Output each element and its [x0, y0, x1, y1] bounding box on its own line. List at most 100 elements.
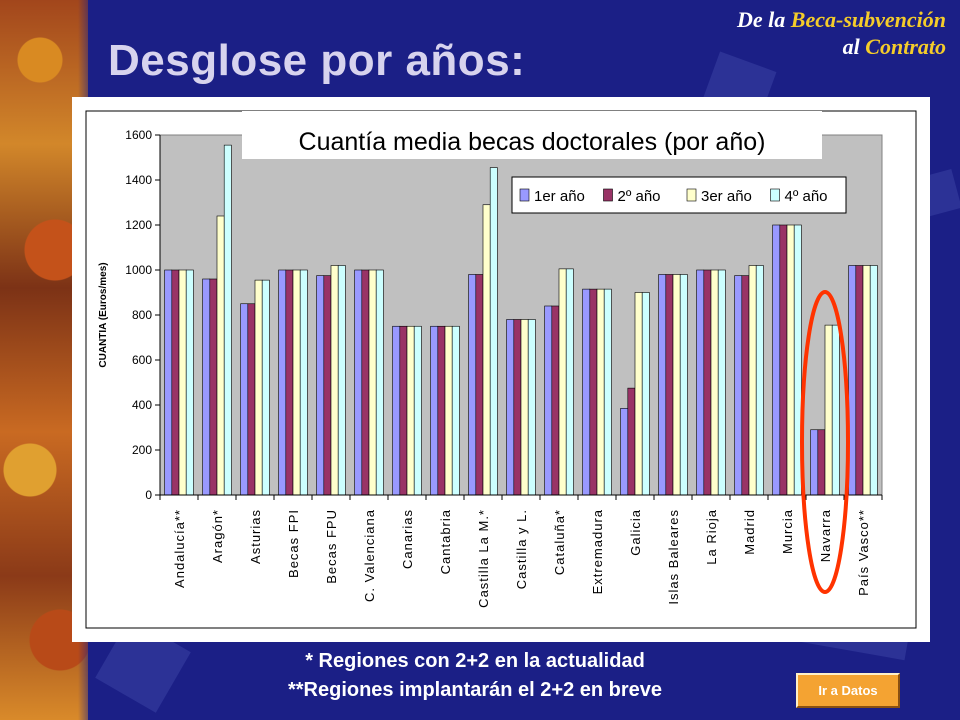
bar-3	[710, 269, 719, 496]
bar-2	[437, 325, 446, 496]
bar-3	[634, 292, 643, 496]
bar-1	[278, 269, 287, 496]
bar-2	[361, 269, 370, 496]
bar-2	[589, 288, 598, 496]
bar-1	[164, 269, 173, 496]
bar-1	[202, 278, 211, 496]
subtitle-word: Beca-subvención	[790, 7, 946, 32]
bar-4	[375, 269, 384, 496]
x-tick-label: Becas FPI	[286, 509, 301, 578]
bar-2	[171, 269, 180, 496]
bar-4	[223, 144, 232, 496]
y-tick-label: 1400	[125, 173, 152, 187]
bar-4	[717, 269, 726, 496]
bar-4	[565, 268, 574, 496]
bar-1	[430, 325, 439, 496]
bar-4	[641, 292, 650, 496]
legend-label: 3er año	[701, 188, 752, 205]
bar-3	[254, 279, 263, 496]
legend-label: 2º año	[618, 188, 661, 205]
x-tick-label: La Rioja	[704, 509, 719, 565]
bar-4	[755, 265, 764, 496]
bar-1	[620, 408, 629, 496]
bar-3	[786, 224, 795, 496]
bar-2	[551, 305, 560, 496]
bar-2	[817, 429, 826, 496]
bar-4	[603, 288, 612, 496]
legend-label: 4º año	[785, 188, 828, 205]
bar-1	[658, 274, 667, 496]
chart-title-box	[242, 111, 822, 159]
bar-4	[869, 265, 878, 496]
bar-4	[527, 319, 536, 496]
bar-4	[451, 325, 460, 496]
legend-swatch	[686, 188, 697, 202]
x-tick-label: Cataluña*	[552, 509, 567, 575]
bar-3	[444, 325, 453, 496]
bar-2	[779, 224, 788, 496]
x-tick-label: Aragón*	[210, 509, 225, 563]
presentation-subtitle: De la Beca-subvención al Contrato	[737, 6, 946, 60]
subtitle-word: la	[768, 7, 791, 32]
bar-3	[672, 274, 681, 496]
x-tick-label: País Vasco**	[856, 509, 871, 596]
x-tick-label: Extremadura	[590, 509, 605, 594]
bar-3	[330, 265, 339, 496]
highlight-ellipse	[800, 290, 850, 594]
bar-2	[323, 275, 332, 496]
bar-1	[582, 288, 591, 496]
go-to-data-button[interactable]: Ir a Datos	[796, 673, 900, 708]
bar-4	[831, 324, 840, 496]
y-tick-label: 600	[132, 353, 152, 367]
bar-2	[627, 387, 636, 496]
bar-3	[178, 269, 187, 496]
bar-1	[734, 275, 743, 496]
x-tick-label: Cantabria	[438, 509, 453, 574]
bar-1	[810, 429, 819, 496]
bar-2	[285, 269, 294, 496]
bar-2	[247, 303, 256, 496]
subtitle-word: al	[842, 34, 866, 59]
bar-2	[741, 275, 750, 496]
bar-2	[475, 274, 484, 496]
x-tick-label: C. Valenciana	[362, 509, 377, 602]
y-tick-label: 1000	[125, 263, 152, 277]
x-tick-label: Andalucía**	[172, 509, 187, 588]
legend-swatch	[770, 188, 780, 202]
subtitle-word: Contrato	[865, 34, 946, 59]
legend-label: 1er año	[534, 188, 585, 205]
bar-2	[855, 265, 864, 496]
x-tick-label: Murcia	[780, 509, 795, 554]
y-tick-label: 1600	[125, 128, 152, 142]
bar-2	[513, 319, 522, 496]
subtitle-line-1: De la Beca-subvención	[737, 6, 946, 33]
legend-swatch	[519, 188, 530, 202]
bar-3	[558, 268, 567, 496]
bar-4	[337, 265, 346, 496]
bar-3	[368, 269, 377, 496]
y-axis: 0 200 400 600 800 1000 1200 1400 1600	[125, 128, 161, 502]
x-axis: Andalucía** Aragón* Asturias Becas FPI Becas…	[159, 494, 883, 608]
bar-3	[406, 325, 415, 496]
bars-layer	[164, 144, 878, 496]
subtitle-line-2: al Contrato	[737, 33, 946, 60]
bar-1	[544, 305, 553, 496]
bar-4	[413, 325, 422, 496]
chart-frame: 0 200 400 600 800 1000 1200 1400 1600 Andalucía*…	[72, 97, 930, 642]
bar-1	[468, 274, 477, 496]
bar-3	[520, 319, 529, 496]
bar-1	[696, 269, 705, 496]
y-tick-label: 200	[132, 443, 152, 457]
x-tick-label: Navarra	[818, 509, 833, 562]
legend: 1er año 2º año 3er año 4º año	[511, 176, 847, 214]
x-tick-label: Asturias	[248, 509, 263, 564]
y-tick-label: 400	[132, 398, 152, 412]
bar-3	[824, 324, 833, 496]
bar-4	[299, 269, 308, 496]
bar-3	[216, 215, 225, 496]
bar-3	[748, 265, 757, 496]
x-tick-label: Castilla La M.*	[476, 509, 491, 608]
x-tick-label: Becas FPU	[324, 509, 339, 584]
chart-title: Cuantía media becas doctorales (por año)	[299, 128, 766, 156]
x-tick-label: Castilla y L.	[514, 509, 529, 589]
